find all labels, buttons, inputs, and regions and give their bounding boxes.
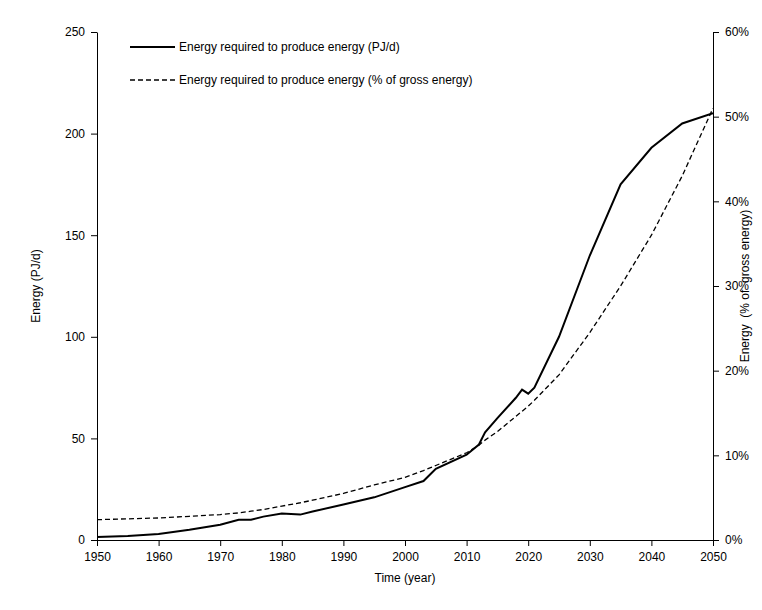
x-axis-tick: 2040 — [639, 540, 666, 564]
x-axis-tick: 1980 — [269, 540, 296, 564]
legend-item: Energy required to produce energy (PJ/d) — [130, 40, 400, 54]
x-axis-tick-label: 2000 — [392, 550, 419, 564]
x-axis-tick-mark — [590, 540, 591, 546]
x-axis-tick: 2050 — [700, 540, 727, 564]
y-axis-tick: 200 — [65, 127, 97, 141]
x-axis-tick: 1970 — [207, 540, 234, 564]
x-axis-tick: 1950 — [84, 540, 111, 564]
y-axis-line — [97, 33, 98, 541]
x-axis-tick: 2020 — [515, 540, 542, 564]
x-axis-tick-mark — [220, 540, 221, 546]
y2-axis-tick-mark — [713, 371, 719, 372]
y-axis-tick-mark — [91, 438, 97, 439]
x-axis-tick-label: 1950 — [84, 550, 111, 564]
legend-swatch — [130, 79, 175, 80]
y2-axis-tick-mark — [713, 455, 719, 456]
y2-axis-tick: 50% — [713, 110, 749, 124]
y-axis-tick: 50 — [72, 432, 97, 446]
legend: Energy required to produce energy (PJ/d)… — [130, 40, 473, 87]
x-axis-tick-label: 1970 — [207, 550, 234, 564]
legend-swatch — [130, 46, 175, 48]
y-axis-tick-mark — [91, 235, 97, 236]
y2-axis-tick-label: 20% — [725, 364, 749, 378]
y2-axis-title: Energy (% of gross energy) — [738, 210, 752, 363]
x-axis-tick-mark — [159, 540, 160, 546]
legend-label: Energy required to produce energy (PJ/d) — [179, 40, 400, 54]
x-axis-tick-mark — [343, 540, 344, 546]
series-group — [97, 108, 713, 537]
y-axis-tick: 250 — [65, 25, 97, 39]
y-axis-tick-label: 150 — [65, 229, 85, 243]
chart: 1950196019701980199020002010202020302040… — [0, 0, 762, 610]
x-axis-tick-label: 2020 — [515, 550, 542, 564]
x-axis-tick-label: 2050 — [700, 550, 727, 564]
y-axis-tick-mark — [91, 134, 97, 135]
y2-axis-tick-mark — [713, 286, 719, 287]
x-axis-tick-label: 2030 — [577, 550, 604, 564]
x-axis-tick-mark — [528, 540, 529, 546]
x-axis-tick-mark — [405, 540, 406, 546]
y2-axis-tick: 10% — [713, 449, 749, 463]
y-axis-tick-label: 200 — [65, 127, 85, 141]
y-axis-tick: 0 — [78, 533, 97, 547]
y2-axis-tick-mark — [713, 201, 719, 202]
series-line — [97, 113, 713, 537]
legend-item: Energy required to produce energy (% of … — [130, 73, 473, 87]
y-axis-tick-label: 50 — [72, 432, 86, 446]
x-axis-tick: 2030 — [577, 540, 604, 564]
x-axis-tick: 1990 — [331, 540, 358, 564]
y2-axis-tick: 60% — [713, 25, 749, 39]
y-axis-tick-mark — [91, 32, 97, 33]
x-axis-tick-mark — [97, 540, 98, 546]
y-axis-tick: 100 — [65, 330, 97, 344]
x-axis-tick-label: 1980 — [269, 550, 296, 564]
x-axis-tick: 1960 — [146, 540, 173, 564]
x-axis-tick-mark — [467, 540, 468, 546]
y2-axis-tick-mark — [713, 540, 719, 541]
y2-axis-tick-label: 60% — [725, 25, 749, 39]
x-axis-tick-mark — [282, 540, 283, 546]
y2-axis-tick-label: 0% — [725, 533, 743, 547]
x-axis-title: Time (year) — [375, 571, 436, 585]
x-axis-tick-label: 2040 — [639, 550, 666, 564]
x-axis-tick: 2000 — [392, 540, 419, 564]
y-axis-tick: 150 — [65, 229, 97, 243]
plot-area: 1950196019701980199020002010202020302040… — [29, 25, 752, 585]
y2-axis-tick-mark — [713, 32, 719, 33]
x-axis-tick: 2010 — [454, 540, 481, 564]
x-axis: 1950 1960 1970 1980 1990 2000 2010 2020 2030 2040… — [84, 540, 727, 564]
y2-axis-tick-label: 10% — [725, 449, 749, 463]
y-axis-tick-label: 0 — [78, 533, 85, 547]
y2-axis-tick-mark — [713, 117, 719, 118]
x-axis-tick-mark — [651, 540, 652, 546]
y2-axis-tick-label: 50% — [725, 110, 749, 124]
series-line — [97, 108, 713, 519]
legend-label: Energy required to produce energy (% of … — [179, 73, 473, 87]
y-axis-tick-mark — [91, 337, 97, 338]
y-axis-tick-label: 250 — [65, 25, 85, 39]
y2-axis-tick: 0% — [713, 533, 743, 547]
x-axis-tick-label: 1990 — [331, 550, 358, 564]
y-axis-tick-mark — [91, 540, 97, 541]
y-axis: 0 50 100 150 200 250 — [65, 25, 98, 547]
x-axis-tick-label: 2010 — [454, 550, 481, 564]
y2-axis-tick: 40% — [713, 195, 749, 209]
y-axis-title: Energy (PJ/d) — [29, 249, 43, 322]
x-axis-tick-label: 1960 — [146, 550, 173, 564]
y-axis-tick-label: 100 — [65, 330, 85, 344]
y2-axis-tick-label: 40% — [725, 195, 749, 209]
y2-axis-tick: 20% — [713, 364, 749, 378]
